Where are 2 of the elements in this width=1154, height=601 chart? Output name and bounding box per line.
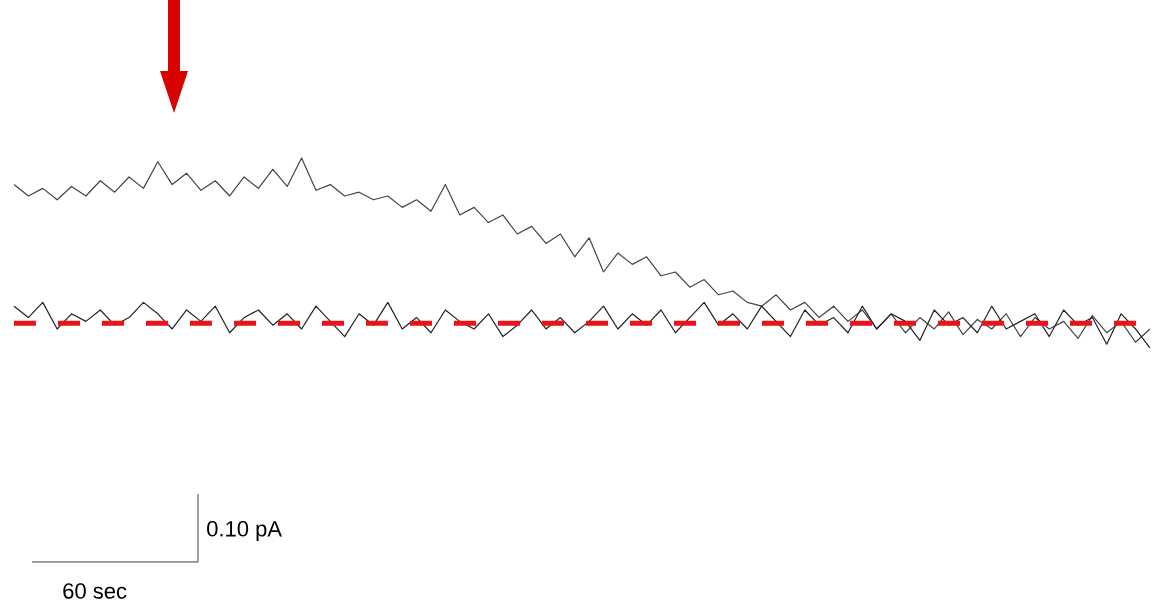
text: 60 sec [63, 583, 127, 599]
text: 0.10 pA [207, 521, 282, 541]
